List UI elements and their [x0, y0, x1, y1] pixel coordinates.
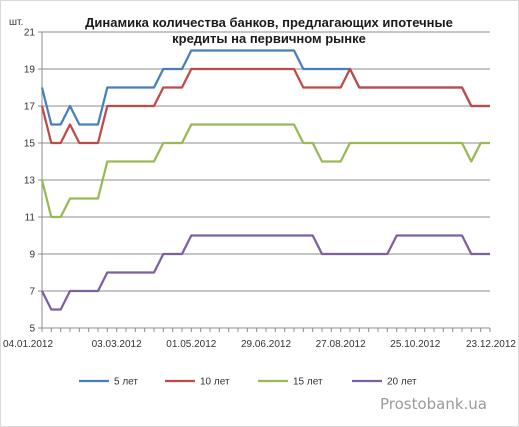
- watermark: Prostobank.ua: [380, 395, 487, 413]
- legend: 5 лет 10 лет 15 лет 20 лет: [79, 377, 417, 388]
- x-tick-label: 01.05.2012: [166, 339, 216, 350]
- series-lines: [40, 49, 490, 311]
- x-tick-label: 23.12.2012: [466, 339, 516, 350]
- y-tick-label: 15: [24, 139, 36, 150]
- axes: 5 7 9 11 13 15 17 19 21 04.01.2012 03.03.2012 01.05…: [3, 28, 516, 351]
- legend-label: 10 лет: [200, 377, 230, 388]
- legend-label: 20 лет: [387, 377, 417, 388]
- x-tick-label: 04.01.2012: [3, 339, 53, 350]
- y-tick-label: 21: [24, 28, 36, 39]
- x-tick-label: 03.03.2012: [92, 339, 142, 350]
- legend-label: 5 лет: [114, 377, 138, 388]
- y-tick-label: 11: [25, 213, 36, 224]
- y-tick-label: 13: [24, 176, 36, 187]
- x-tick-label: 27.08.2012: [316, 339, 366, 350]
- series-line-4: [40, 234, 490, 311]
- series-line-3: [40, 123, 490, 219]
- y-tick-label: 7: [29, 287, 35, 298]
- y-tick-label: 17: [24, 102, 36, 113]
- legend-label: 15 лет: [293, 377, 323, 388]
- y-tick-label: 19: [24, 65, 36, 76]
- chart-title-line-1: Динамика количества банков, предлагающих…: [85, 15, 453, 30]
- chart-title-line-2: кредиты на первичном рынке: [172, 31, 366, 46]
- y-axis-unit: шт.: [9, 17, 23, 28]
- x-tick-label: 29.06.2012: [241, 339, 291, 350]
- y-tick-label: 5: [29, 324, 35, 335]
- y-tick-label: 9: [29, 250, 35, 261]
- series-line-2: [40, 67, 490, 145]
- x-tick-label: 25.10.2012: [390, 339, 440, 350]
